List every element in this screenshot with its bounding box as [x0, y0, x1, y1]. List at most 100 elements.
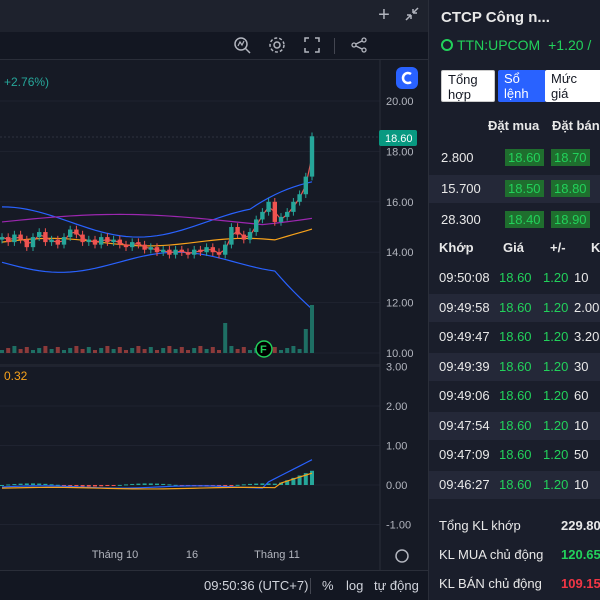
indicator-icon[interactable] [231, 36, 253, 60]
candle-body [235, 227, 240, 235]
trade-row[interactable]: 09:47:54 18.60 1.20 10 [429, 411, 600, 440]
macd-histogram-bar [285, 480, 290, 485]
volume-bar [136, 346, 141, 353]
candle-body [68, 229, 73, 238]
candle-body [61, 237, 67, 245]
candlesticks [0, 132, 315, 259]
macd-histogram-bar [279, 482, 283, 485]
candle-body [80, 234, 85, 243]
macd-histogram-bar [310, 470, 314, 485]
volume-bar [93, 350, 97, 353]
ticker-symbol[interactable]: TTN:UPCOM [457, 37, 541, 53]
macd-histogram-bar [18, 483, 23, 485]
volume-bar [43, 346, 48, 353]
f-marker[interactable]: F [255, 340, 273, 358]
volume-bar [285, 348, 290, 353]
candle-body [185, 252, 191, 255]
price-chart[interactable]: +2.76%) 0.32 20.00 18.00 16.00 14.00 12.00 10… [0, 60, 428, 570]
macd-histogram-bar [117, 484, 122, 486]
volume-bar [291, 346, 296, 353]
lower-band [1, 251, 313, 310]
macd-tick-label: 1.00 [386, 441, 407, 453]
orderbook-row[interactable]: 28.300 18.40 18.90 [429, 206, 600, 234]
macd-histogram-bar [167, 484, 172, 486]
logo-icon[interactable] [396, 67, 418, 89]
candle-body [247, 232, 253, 240]
side-panel: CTCP Công n... TTN:UPCOM +1.20 / Tổng hợp… [428, 0, 600, 600]
candle-body [309, 136, 315, 177]
share-icon[interactable] [348, 36, 370, 60]
volume-bar [279, 350, 283, 353]
candle-body [12, 234, 17, 243]
macd-histogram-bar [6, 484, 11, 486]
macd-histogram-bar [217, 485, 221, 487]
tab-summary[interactable]: Tổng hợp [441, 70, 495, 102]
gear-icon[interactable] [266, 36, 288, 60]
price-axis: 20.00 18.00 16.00 14.00 12.00 10.00 [386, 96, 414, 360]
volume-bar [18, 349, 23, 353]
trade-row[interactable]: 09:46:27 18.60 1.20 10 [429, 470, 600, 499]
macd-histogram-bar [229, 485, 234, 486]
price-tick-label: 12.00 [386, 298, 414, 310]
volume-bar [179, 347, 184, 353]
fullscreen-icon[interactable] [301, 36, 323, 60]
collapse-icon[interactable] [401, 6, 423, 28]
price-change: +1.20 / [548, 37, 592, 53]
volume-bar [223, 323, 228, 353]
plus-icon[interactable]: + [378, 4, 390, 26]
candle-body [55, 239, 60, 245]
orderbook-row[interactable]: 2.800 18.60 18.70 [429, 144, 600, 172]
macd-histogram-bar [297, 475, 302, 485]
volume-bar [272, 347, 277, 353]
candle-body [148, 247, 153, 250]
auto-toggle[interactable]: tự động [374, 578, 419, 593]
trade-row[interactable]: 09:50:08 18.60 1.20 10 [439, 270, 589, 285]
time-tick-label: 16 [186, 549, 198, 561]
macd-histogram-bar [155, 483, 159, 485]
volume-bar [31, 350, 35, 353]
trade-row[interactable]: 09:49:06 18.60 1.20 60 [439, 388, 589, 403]
candle-body [173, 249, 178, 255]
percent-toggle[interactable]: % [322, 578, 334, 593]
chart-grid [0, 100, 380, 525]
macd-histogram-bar [74, 485, 79, 487]
trade-row[interactable]: 09:47:09 18.60 1.20 50 [439, 447, 589, 462]
volume-bar [74, 346, 79, 353]
axis-settings-icon[interactable] [395, 549, 409, 563]
summary-row: KL BÁN chủ động 109.15 [439, 576, 600, 591]
tab-orderbook[interactable]: Sổ lệnh [498, 70, 546, 102]
macd-panel [0, 459, 314, 490]
macd-histogram-bar [49, 484, 54, 486]
volume-bar [86, 347, 91, 353]
volume-bar [37, 348, 42, 353]
volume-bar [24, 347, 29, 353]
macd-histogram-bar [105, 485, 110, 486]
trade-row[interactable]: 09:49:39 18.60 1.20 30 [429, 352, 600, 381]
candle-body [192, 249, 197, 255]
toolbar-divider [334, 38, 335, 54]
macd-histogram-bar [235, 484, 240, 486]
log-toggle[interactable]: log [346, 578, 364, 593]
trade-row[interactable]: 09:49:47 18.60 1.20 3.20 [439, 329, 600, 344]
orderbook-row[interactable]: 15.700 18.50 18.80 [429, 175, 600, 203]
macd-histogram-bar [136, 483, 141, 485]
volume-bar [148, 347, 153, 353]
tab-price-levels[interactable]: Mức giá [545, 70, 600, 102]
candle-body [99, 237, 104, 245]
candle-body [92, 239, 98, 245]
volume-bar [210, 347, 215, 353]
change-label: +2.76%) [4, 75, 49, 89]
macd-histogram-bar [260, 483, 265, 485]
volume-bar [229, 346, 234, 353]
candle-body [272, 201, 277, 222]
volume-bar [310, 305, 314, 353]
volume-bar [303, 329, 308, 353]
chart-panel[interactable]: + +2.76%) 0.32 20.00 18.00 16.00 14. [0, 0, 428, 600]
candle-body [254, 219, 259, 233]
candle-body [260, 211, 265, 220]
macd-histogram-bar [12, 484, 17, 486]
macd-histogram-bar [0, 485, 4, 486]
macd-histogram-bar [93, 485, 97, 487]
macd-histogram-bar [266, 483, 271, 485]
trade-row[interactable]: 09:49:58 18.60 1.20 2.00 [429, 293, 600, 322]
